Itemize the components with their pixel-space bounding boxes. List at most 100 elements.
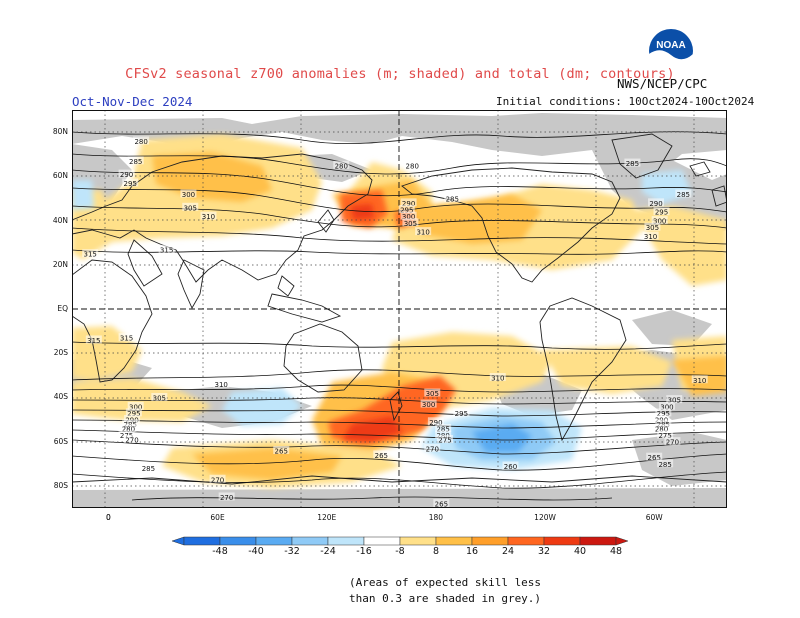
colorbar-swatch (471, 536, 509, 546)
colorbar-swatch (219, 536, 257, 546)
noaa-logo-text: NOAA (656, 40, 685, 51)
contour-label-bg (653, 423, 670, 432)
contour-label: 305 (404, 220, 417, 228)
contour-label-bg (127, 156, 144, 165)
contour-label: 300 (402, 213, 415, 221)
colorbar-min-arrow (172, 536, 185, 546)
contour-label-bg (404, 160, 421, 169)
lon-tick-label: 120W (534, 513, 556, 522)
contour-label-bg (200, 211, 217, 220)
colorbar-tick-label: 16 (465, 546, 479, 557)
skill-footnote: (Areas of expected skill less than 0.3 a… (349, 575, 541, 607)
colorbar-swatch (327, 536, 365, 546)
contour-label-bg (433, 499, 450, 508)
contour-label: 280 (134, 138, 147, 146)
colorbar-max-arrow (615, 536, 628, 546)
contour-label: 290 (120, 171, 133, 179)
height-contours (72, 131, 727, 501)
contour-label: 295 (124, 180, 137, 188)
contour-label-bg (140, 463, 157, 472)
contour-label-bg (648, 198, 665, 207)
contour-label-bg (675, 189, 692, 198)
contour-label: 300 (182, 191, 195, 199)
contour-label: 270 (125, 436, 138, 444)
contour-label: 310 (693, 377, 706, 385)
contour-label: 285 (446, 195, 459, 203)
contour-label: 295 (127, 410, 140, 418)
colorbar-tick-label: -32 (284, 546, 300, 557)
footnote-line-1: (Areas of expected skill less (349, 576, 542, 589)
colorbar-tick-label: -24 (320, 546, 336, 557)
contour-label: 310 (644, 233, 657, 241)
lat-tick-label: 60S (53, 436, 68, 446)
colorbar-swatch (399, 536, 437, 546)
lat-tick-label: EQ (57, 304, 68, 313)
contour-label-bg (151, 392, 168, 401)
contour-label-bg (124, 415, 141, 424)
contour-label-bg (209, 474, 226, 483)
colorbar-tick-label: 8 (432, 546, 440, 557)
contour-label: 270 (211, 476, 224, 484)
contour-label: 270 (426, 445, 439, 453)
contour-label-bg (436, 434, 453, 443)
contour-label-bg (122, 419, 139, 428)
contour-label-bg (646, 452, 663, 461)
contour-label: 305 (426, 390, 439, 398)
contour-label-bg (435, 430, 452, 439)
colorbar-swatch (543, 536, 581, 546)
contour-label-bg (85, 335, 102, 344)
contour-label: 300 (422, 401, 435, 409)
contour-label-bg (158, 244, 175, 253)
contour-label-bg (664, 437, 681, 446)
contour-label-bg (118, 333, 135, 342)
lon-tick-label: 60W (645, 513, 663, 522)
contour-label-bg (400, 211, 417, 220)
contour-label-bg (420, 399, 437, 408)
contour-label-bg (644, 222, 661, 231)
contour-label: 265 (435, 501, 448, 508)
lon-tick-label: 60E (210, 513, 225, 522)
contour-label: 315 (84, 251, 97, 259)
colorbar-swatch (183, 536, 221, 546)
negative-anomaly-dark-blue (472, 424, 532, 452)
contour-label-bg (127, 401, 144, 410)
contour-label-bg (415, 227, 432, 236)
contour-label-bg (453, 408, 470, 417)
lat-tick-label: 40S (53, 392, 68, 402)
contour-label-bg (333, 160, 350, 169)
contour-label: 305 (668, 397, 681, 405)
contour-label: 265 (375, 452, 388, 460)
agency-label: NWS/NCEP/CPC (617, 76, 708, 91)
contour-label-bg (122, 178, 139, 187)
contour-label-bg (655, 408, 672, 417)
colorbar-swatch (255, 536, 293, 546)
contour-label: 265 (648, 454, 661, 462)
colorbar (172, 536, 628, 546)
colorbar-tick-label: -40 (248, 546, 264, 557)
contour-label-bg (658, 401, 675, 410)
contour-label: 285 (129, 158, 142, 166)
contour-label: 285 (142, 465, 155, 473)
contour-label: 315 (87, 337, 100, 345)
contour-label: 285 (658, 461, 671, 469)
contour-label-bg (120, 423, 137, 432)
contour-label-bg (424, 443, 441, 452)
contour-label: 270 (666, 439, 679, 447)
contour-label: 300 (129, 403, 142, 411)
equator-dateline (72, 110, 727, 508)
contour-label-bg (653, 207, 670, 216)
contour-label: 310 (215, 381, 228, 389)
map-panel: 280 285 290 295 300 305 310 315 280 280 285 290 295 3… (72, 110, 727, 508)
contour-label-bg (82, 249, 99, 258)
contour-label-bg (373, 450, 390, 459)
contour-label: 290 (649, 200, 662, 208)
colorbar-swatch (507, 536, 545, 546)
contour-label-bg (182, 202, 199, 211)
contour-label-bg (424, 388, 441, 397)
contour-label: 280 (655, 425, 668, 433)
lon-tick-label: 0 (105, 513, 111, 522)
contour-label: 295 (455, 410, 468, 418)
contour-label-bg (218, 492, 235, 501)
